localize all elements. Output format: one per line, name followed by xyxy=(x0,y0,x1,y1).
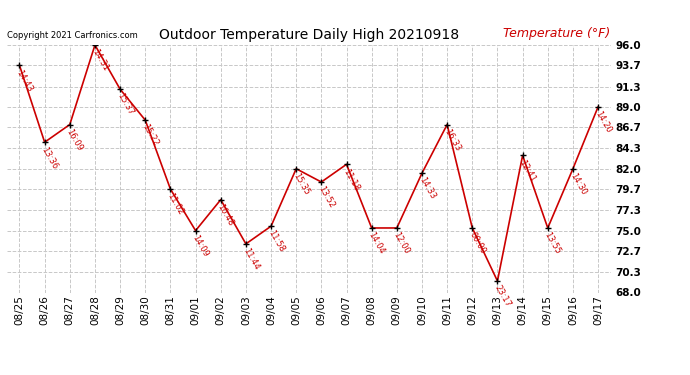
Text: 23:17: 23:17 xyxy=(493,284,512,309)
Text: 14:33: 14:33 xyxy=(417,176,437,201)
Text: 11:44: 11:44 xyxy=(241,247,261,272)
Text: 00:00: 00:00 xyxy=(467,231,487,256)
Text: 16:09: 16:09 xyxy=(65,128,84,153)
Text: 14:31: 14:31 xyxy=(90,48,110,73)
Text: 14:43: 14:43 xyxy=(14,68,34,93)
Text: 11:18: 11:18 xyxy=(342,167,362,192)
Text: 15:37: 15:37 xyxy=(115,92,135,117)
Text: 15:22: 15:22 xyxy=(140,123,160,148)
Text: 14:09: 14:09 xyxy=(190,233,210,258)
Text: 14:04: 14:04 xyxy=(366,231,386,256)
Text: 10:48: 10:48 xyxy=(216,202,235,228)
Text: 13:55: 13:55 xyxy=(543,231,562,256)
Text: 14:30: 14:30 xyxy=(568,171,588,197)
Text: Copyright 2021 Carfronics.com: Copyright 2021 Carfronics.com xyxy=(7,31,137,40)
Text: 13:36: 13:36 xyxy=(39,145,59,170)
Text: 11:02: 11:02 xyxy=(166,192,185,217)
Text: 13:52: 13:52 xyxy=(316,185,336,210)
Text: 12:41: 12:41 xyxy=(518,158,538,183)
Text: 12:00: 12:00 xyxy=(392,231,411,256)
Text: 16:33: 16:33 xyxy=(442,128,462,153)
Text: Temperature (°F): Temperature (°F) xyxy=(504,27,611,40)
Text: 14:20: 14:20 xyxy=(593,110,613,135)
Title: Outdoor Temperature Daily High 20210918: Outdoor Temperature Daily High 20210918 xyxy=(159,28,459,42)
Text: 15:35: 15:35 xyxy=(291,171,311,197)
Text: 11:58: 11:58 xyxy=(266,229,286,254)
